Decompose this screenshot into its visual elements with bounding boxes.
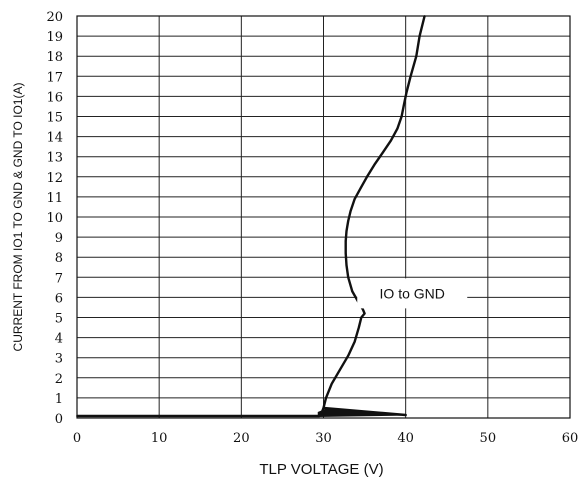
grid — [76, 15, 571, 419]
data-point — [415, 55, 418, 58]
data-point — [347, 276, 350, 279]
data-point — [404, 414, 407, 416]
y-tick-label: 14 — [46, 131, 63, 146]
data-point — [330, 382, 333, 385]
data-point — [389, 139, 392, 142]
data-point — [351, 290, 354, 293]
x-tick-label: 0 — [73, 431, 81, 446]
data-point — [347, 220, 350, 222]
data-point — [345, 264, 348, 267]
data-point — [409, 75, 412, 78]
y-tick-label: 20 — [46, 10, 63, 25]
y-axis-label: CURRENT FROM IO1 TO GND & GND TO IO1(A) — [11, 83, 25, 352]
data-point — [400, 115, 403, 118]
x-tick-label: 10 — [151, 431, 168, 446]
data-point — [345, 230, 348, 232]
y-tick-label: 10 — [46, 211, 63, 226]
y-tick-label: 0 — [55, 412, 63, 427]
y-tick-label: 8 — [55, 251, 63, 266]
x-tick-label: 20 — [233, 431, 250, 446]
y-tick-label: 7 — [55, 271, 63, 286]
y-tick-label: 3 — [55, 352, 63, 367]
data-point — [362, 308, 364, 311]
data-point — [344, 252, 347, 255]
data-point — [322, 407, 325, 409]
y-tick-label: 16 — [46, 90, 63, 105]
data-point — [381, 151, 384, 154]
data-point — [344, 240, 347, 243]
data-point — [325, 397, 327, 399]
y-tick-label: 2 — [55, 372, 63, 387]
y-tick-label: 19 — [46, 30, 63, 45]
y-tick-label: 6 — [55, 291, 63, 306]
data-point — [396, 127, 399, 130]
x-axis-label: TLP VOLTAGE (V) — [259, 461, 383, 478]
data-point — [366, 175, 368, 178]
data-point — [353, 340, 356, 343]
y-tick-label: 5 — [55, 312, 63, 327]
data-point — [363, 312, 366, 315]
series-base-wedge — [317, 407, 406, 417]
data-point — [360, 185, 363, 188]
data-point — [405, 91, 408, 94]
annotation-box: IO to GND — [357, 278, 468, 309]
y-tick-label: 15 — [46, 111, 63, 126]
x-tick-label: 50 — [480, 431, 497, 446]
data-point — [76, 415, 78, 417]
x-tick-label: 60 — [562, 431, 579, 446]
plot-frame — [76, 15, 571, 419]
x-tick-label: 40 — [397, 431, 414, 446]
x-tick-label: 30 — [315, 431, 332, 446]
data-point — [373, 163, 376, 166]
annotation-label: IO to GND — [380, 285, 445, 301]
data-point — [403, 103, 405, 106]
y-tick-label: 17 — [46, 70, 63, 85]
y-tick-label: 13 — [46, 151, 63, 166]
data-point — [423, 15, 426, 17]
data-point — [357, 326, 360, 329]
y-tick-label: 9 — [55, 231, 63, 246]
y-tick-label: 11 — [46, 191, 63, 206]
data-point — [339, 368, 341, 371]
y-tick-label: 1 — [55, 392, 63, 407]
data-point — [349, 210, 352, 212]
y-tick-label: 4 — [55, 332, 63, 347]
data-point — [353, 198, 356, 200]
x-axis-ticks: 0 10 20 30 40 50 60 — [73, 431, 578, 446]
data-point — [360, 316, 363, 319]
series-layer — [76, 15, 426, 418]
data-point — [418, 35, 421, 37]
y-tick-label: 12 — [46, 171, 63, 186]
series-line — [77, 15, 426, 418]
y-tick-label: 18 — [46, 50, 63, 65]
data-point — [347, 354, 350, 357]
